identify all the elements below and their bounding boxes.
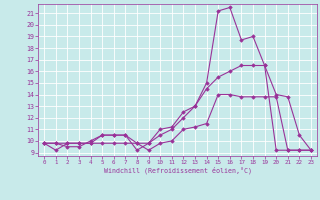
X-axis label: Windchill (Refroidissement éolien,°C): Windchill (Refroidissement éolien,°C)	[104, 167, 252, 174]
